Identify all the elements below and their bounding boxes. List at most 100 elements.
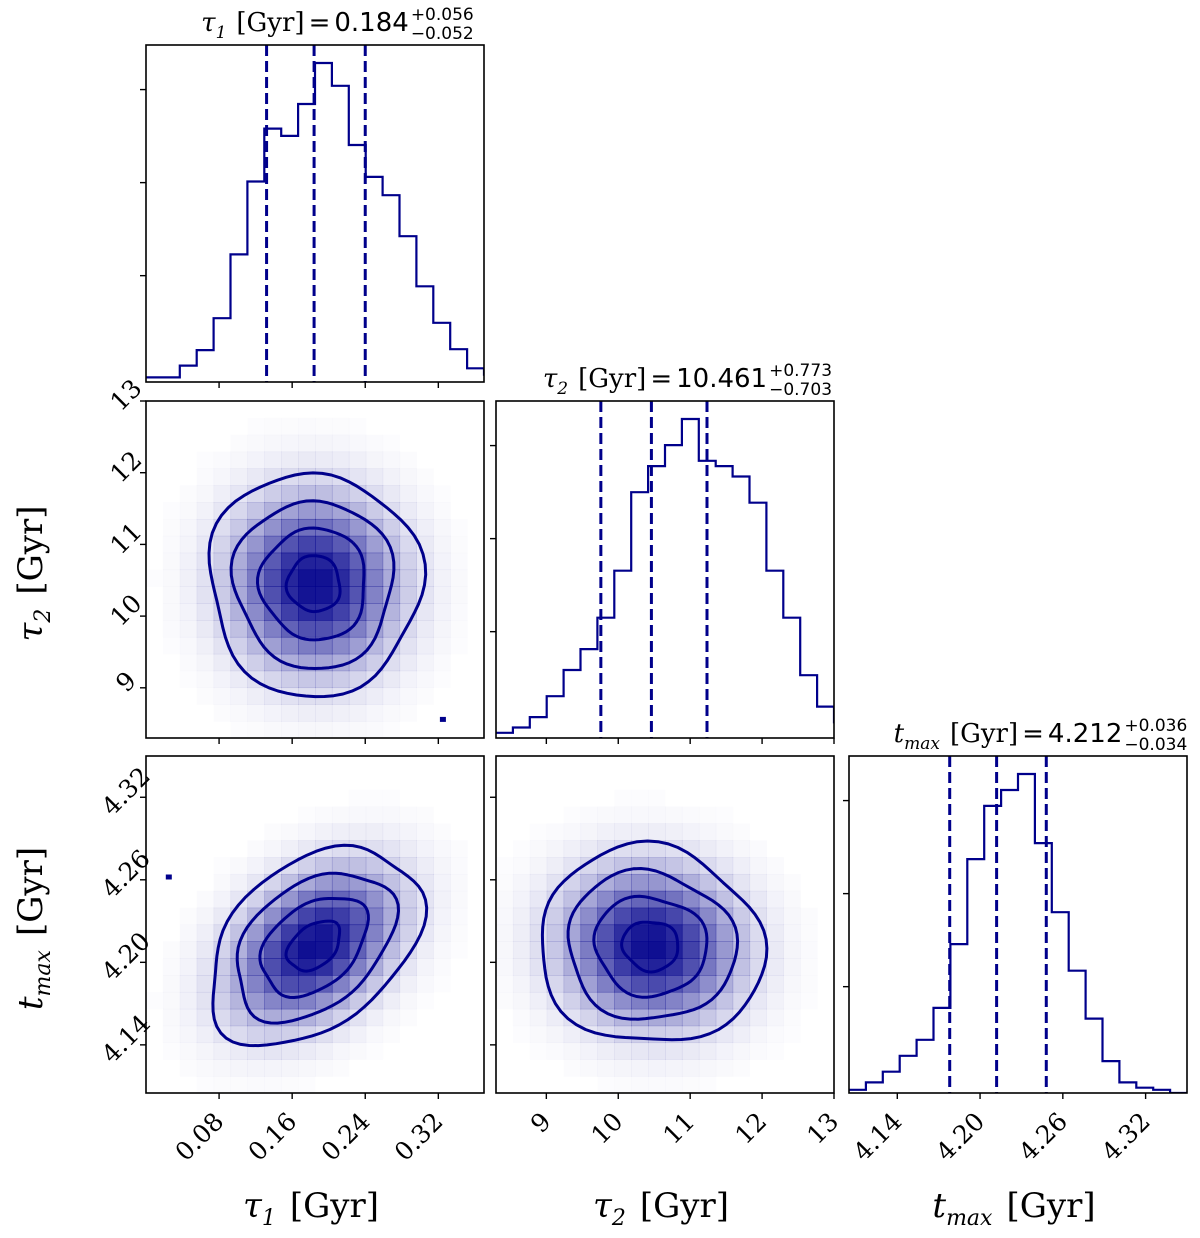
density-cell	[530, 823, 548, 840]
density-cell	[512, 958, 531, 976]
density-cell	[512, 924, 531, 942]
density-cell	[163, 1042, 181, 1059]
density-cell	[365, 569, 384, 587]
density-cell	[197, 1076, 215, 1093]
density-cell	[146, 570, 164, 587]
density-cell	[563, 924, 582, 942]
density-cell	[400, 1009, 418, 1026]
density-cell	[197, 908, 215, 925]
density-cell	[399, 907, 417, 926]
density-cell	[180, 1042, 198, 1059]
contour-level-4	[207, 471, 428, 699]
density-cell	[563, 975, 582, 993]
density-cell	[597, 941, 615, 959]
density-cell	[179, 1008, 198, 1027]
density-cell	[281, 890, 299, 909]
density-cell	[416, 924, 434, 942]
density-cell	[348, 991, 367, 1010]
density-cell	[213, 485, 232, 503]
density-cell	[665, 941, 683, 959]
density-cell	[230, 636, 248, 655]
density-cell	[631, 857, 649, 875]
density-cell	[563, 1025, 582, 1044]
density-cell	[247, 991, 265, 1010]
density-cell	[400, 704, 418, 721]
density-cell	[247, 1025, 265, 1044]
density-cell	[365, 485, 384, 503]
density-cell	[264, 991, 282, 1010]
title-plus-error: +0.773	[769, 361, 832, 381]
density-cell	[315, 636, 333, 655]
density-cell	[399, 552, 417, 571]
density-cell	[382, 603, 401, 621]
density-cell	[399, 857, 417, 875]
density-cell	[382, 687, 401, 705]
y-tick-label: 13	[104, 373, 147, 416]
axis-symbol: t	[932, 1186, 946, 1226]
density-cell	[529, 975, 548, 993]
y-tick-label: 9	[110, 666, 142, 698]
density-cell	[196, 1042, 215, 1060]
density-cell	[450, 857, 468, 874]
density-cell	[400, 992, 418, 1009]
density-cell	[281, 1042, 299, 1060]
density-cell	[382, 840, 401, 858]
density-cell	[214, 687, 232, 704]
histogram-step	[849, 772, 1187, 1093]
density-cell	[698, 1042, 717, 1060]
density-cell	[197, 687, 215, 704]
density-cell	[715, 991, 734, 1010]
title-subscript: 2	[556, 379, 568, 399]
density-cell	[163, 519, 181, 536]
density-cell	[348, 451, 367, 469]
density-cell	[348, 823, 367, 841]
density-cell	[382, 620, 401, 638]
density-cell	[783, 992, 801, 1009]
density-cell	[399, 586, 417, 604]
density-cell	[732, 975, 751, 993]
density-cell	[366, 1026, 384, 1043]
density-cell	[382, 468, 401, 486]
density-cell	[416, 823, 434, 840]
density-cell	[400, 452, 418, 469]
density-cell	[681, 1042, 700, 1060]
density-cell	[349, 418, 367, 435]
density-cell	[230, 1008, 248, 1027]
density-cell	[281, 485, 299, 503]
density-cell	[513, 992, 531, 1009]
density-cell	[196, 1008, 215, 1027]
density-cell	[416, 857, 434, 875]
density-cell	[433, 519, 451, 536]
density-cell	[365, 586, 384, 604]
density-cell	[179, 552, 198, 571]
density-cell	[496, 908, 514, 925]
density-cell	[433, 975, 451, 992]
density-cell	[546, 958, 565, 976]
density-cell	[196, 924, 215, 942]
density-cell	[180, 637, 198, 654]
density-cell	[281, 435, 299, 452]
density-cell	[496, 925, 514, 942]
density-cell	[681, 823, 700, 841]
density-cell	[614, 1025, 632, 1044]
density-cell	[366, 1042, 384, 1059]
density-cell	[563, 873, 582, 892]
density-cell	[298, 1076, 316, 1093]
density-cell	[433, 671, 451, 688]
density-cell	[349, 790, 367, 807]
density-cell	[681, 991, 700, 1010]
density-cell	[230, 670, 248, 689]
density-cell	[247, 890, 265, 909]
density-cell	[163, 941, 181, 958]
density-cell	[681, 890, 700, 909]
density-cell	[749, 1008, 767, 1027]
density-cell	[264, 958, 282, 976]
density-cell	[450, 891, 468, 908]
density-cell	[783, 1026, 801, 1043]
density-cell	[196, 620, 215, 638]
density-cell	[529, 991, 548, 1010]
density-cell	[264, 518, 282, 537]
density-cell	[196, 636, 215, 655]
density-cell	[365, 451, 384, 469]
density-cell	[631, 873, 649, 892]
